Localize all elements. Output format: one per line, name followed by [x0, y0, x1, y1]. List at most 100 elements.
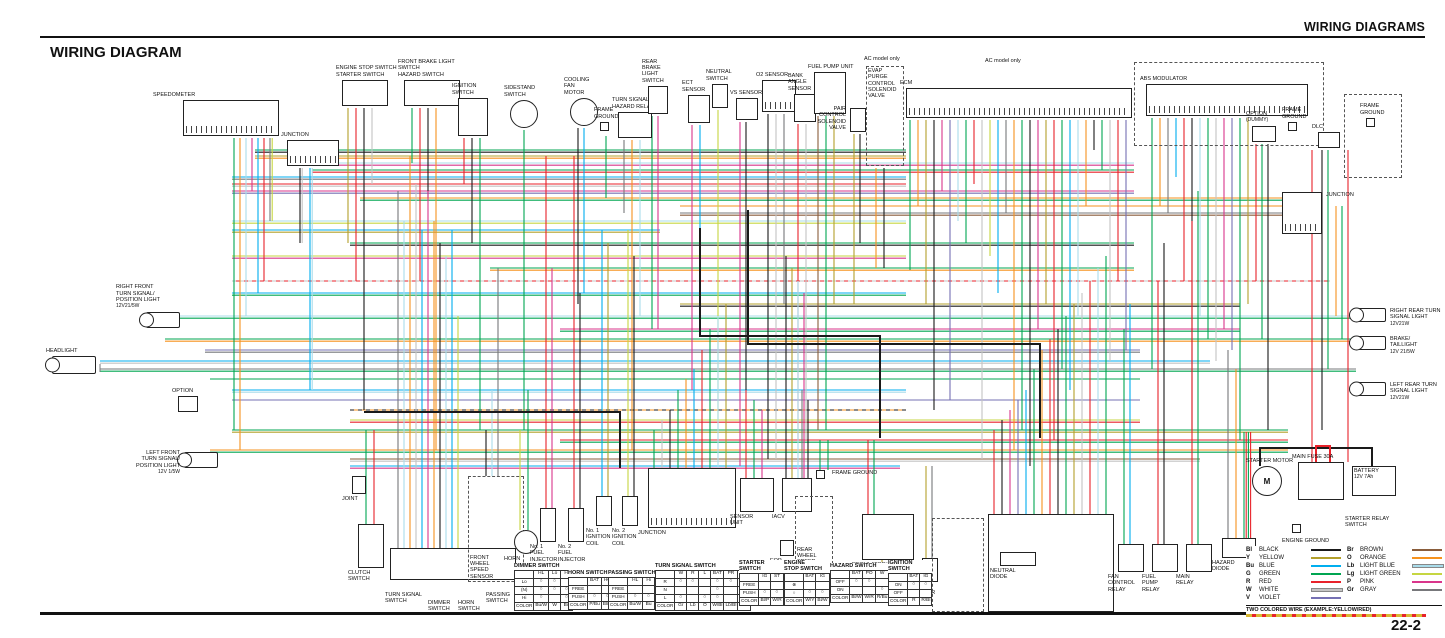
pair-control-solenoid-valve-symbol [850, 108, 866, 132]
engine-ground-component: ENGINE GROUND [1282, 524, 1329, 544]
engine-stop-switch-starter-switch-text: ENGINE STOP SWITCH STARTER SWITCH [336, 65, 397, 78]
front-brake-light-switch-hazard-switch-text: FRONT BRAKE LIGHT SWITCH HAZARD SWITCH [398, 59, 455, 78]
evap-purge-control-solenoid-valve-text: EVAP PURGE CONTROL SOLENOID VALVE [868, 68, 897, 100]
frame-ground-symbol [816, 470, 825, 479]
part-symbol [1134, 62, 1324, 146]
right-rear-turn-signal-light-component: RIGHT REAR TURN SIGNAL LIGHT 12V21W [1349, 307, 1441, 326]
frame-ground-component: FRAME GROUND [1360, 103, 1384, 130]
part-component [1134, 62, 1324, 146]
neutral-diode-text: NEUTRAL DIODE [990, 568, 1016, 581]
fan-control-relay-text: FAN CONTROL RELAY [1108, 574, 1135, 593]
dimmer-switch-label: DIMMER SWITCH [428, 600, 450, 612]
ecm-symbol [906, 88, 1132, 118]
left-front-turn-signal-position-light-component: LEFT FRONT TURN SIGNAL/ POSITION LIGHT 12… [136, 450, 218, 475]
front-wheel-speed-sensor-symbol [468, 476, 524, 582]
color-name: RED [1259, 579, 1272, 585]
frame-ground-component: FRAME GROUND [594, 107, 618, 134]
horn-text: HORN [504, 556, 521, 562]
pair-control-solenoid-valve-text: PAIR CONTROL SOLENOID VALVE [817, 106, 846, 131]
main-fuse-30a-text: MAIN FUSE 30A [1292, 453, 1334, 460]
joint-symbol [352, 476, 366, 494]
color-swatch [1311, 596, 1341, 600]
right-front-turn-signal-position-light-component: RIGHT FRONT TURN SIGNAL/ POSITION LIGHT 1… [116, 284, 180, 328]
frame-ground-symbol [1288, 122, 1297, 131]
part-symbol [1344, 94, 1402, 178]
color-name: BROWN [1360, 547, 1383, 553]
no-1-fuel-injector-symbol [540, 508, 556, 542]
bulb-filament-icon [139, 312, 154, 328]
legend-entry-yellow: Y YELLOW [1246, 554, 1343, 562]
turn-signal-hazard-relay-symbol [618, 112, 652, 138]
evap-purge-control-solenoid-valve-symbol [866, 66, 904, 166]
color-swatch [1412, 572, 1442, 576]
ecm-text: ECM [900, 79, 913, 86]
headlight-text: HEADLIGHT [46, 347, 78, 354]
color-name: GRAY [1360, 587, 1377, 593]
engine-ground-text: ENGINE GROUND [1282, 538, 1330, 544]
right-front-turn-signal-position-light-symbol [139, 312, 180, 328]
option-symbol [178, 396, 198, 412]
passing-switch-label: PASSING SWITCH [486, 592, 510, 604]
ect-sensor-text: ECT SENSOR [682, 80, 706, 93]
ignition-switch-component: IGNITION SWITCH [452, 83, 488, 136]
part-component [932, 518, 984, 612]
color-name: BLUE [1259, 563, 1275, 569]
frame-ground-component: FRAME GROUND [1282, 107, 1306, 134]
rear-brake-light-switch-symbol [648, 86, 668, 114]
turn-signal-switch-label: TURN SIGNAL SWITCH [385, 592, 422, 604]
horn-switch-label: HORN SWITCH [458, 600, 480, 612]
neutral-switch-text: NEUTRAL SWITCH [706, 69, 732, 82]
color-swatch [1412, 588, 1442, 592]
dlc-component: DLC [1312, 124, 1340, 148]
two-colored-wire-sample [1246, 614, 1426, 617]
brake-taillight-text: BRAKE/ TAILLIGHT 12V 21/5W [1390, 336, 1445, 355]
legend-entry-light-blue: Lb LIGHT BLUE [1347, 562, 1444, 570]
ac-model-only-label: AC model only [985, 58, 1021, 70]
bulb-filament-icon [177, 452, 192, 468]
main-relay-symbol [1186, 544, 1212, 572]
rear-brake-light-switch-text: REAR BRAKE LIGHT SWITCH [642, 58, 664, 84]
horn-symbol [514, 530, 538, 554]
legend-entry-white: W WHITE [1246, 586, 1343, 594]
color-swatch [1311, 564, 1341, 568]
color-abbr: Lb [1347, 563, 1355, 569]
iacv-component: IACV [772, 478, 812, 520]
engine-stop-switch-table-title: ENGINE STOP SWITCH [784, 560, 822, 573]
legend-entry-red: R RED [1246, 578, 1343, 586]
frame-ground-symbol [600, 122, 609, 131]
color-abbr: V [1246, 595, 1251, 601]
speedometer-symbol [183, 100, 279, 136]
sensor-unit-text: SENSOR UNIT [730, 514, 754, 527]
engine-stop-switch-starter-switch-symbol [342, 80, 388, 106]
ect-sensor-component: ECT SENSOR [682, 80, 710, 123]
part-symbol [932, 518, 984, 612]
left-rear-turn-signal-light-component: LEFT REAR TURN SIGNAL LIGHT 12V21W [1349, 381, 1437, 400]
speedometer-text: SPEEDOMETER [153, 91, 196, 98]
option-component: OPTION [172, 388, 198, 412]
starter-relay-switch-label: STARTER RELAY SWITCH [1345, 516, 1389, 528]
brake-taillight-rating: 12V 21/5W [1390, 348, 1415, 355]
turn-signal-switch-table-title: TURN SIGNAL SWITCH [655, 563, 716, 569]
color-name: YELLOW [1259, 555, 1285, 561]
no-2-ignition-coil-component: No. 2 IGNITION COIL [612, 496, 638, 547]
sidestand-switch-text: SIDESTAND SWITCH [504, 85, 536, 98]
fuel-pump-unit-component: FUEL PUMP UNIT [808, 64, 854, 114]
no-2-fuel-injector-text: No. 2 FUEL INJECTOR [558, 544, 586, 563]
left-front-turn-signal-position-light-symbol [177, 452, 218, 468]
part-component [1344, 94, 1402, 178]
horn-switch-text: HORN SWITCH [458, 600, 480, 613]
color-name: PINK [1360, 579, 1375, 585]
fan-control-relay-component: FAN CONTROL RELAY [1108, 544, 1144, 593]
ecm-component: ECM [900, 80, 1132, 118]
junction-symbol [287, 140, 339, 166]
front-brake-light-switch-hazard-switch-symbol [404, 80, 460, 106]
sensor-unit-symbol [740, 478, 774, 512]
brake-taillight-symbol [1349, 335, 1386, 351]
ignition-switch-table: IGNITION SWITCH BAT IG ON ○ ○ OFF COLOR R R/Bl [887, 560, 933, 607]
color-name: ORANGE [1360, 555, 1387, 561]
color-swatch [1412, 563, 1444, 569]
junction-text: JUNCTION [638, 530, 666, 536]
color-swatch [1311, 580, 1341, 584]
right-rear-turn-signal-light-symbol [1349, 307, 1386, 323]
